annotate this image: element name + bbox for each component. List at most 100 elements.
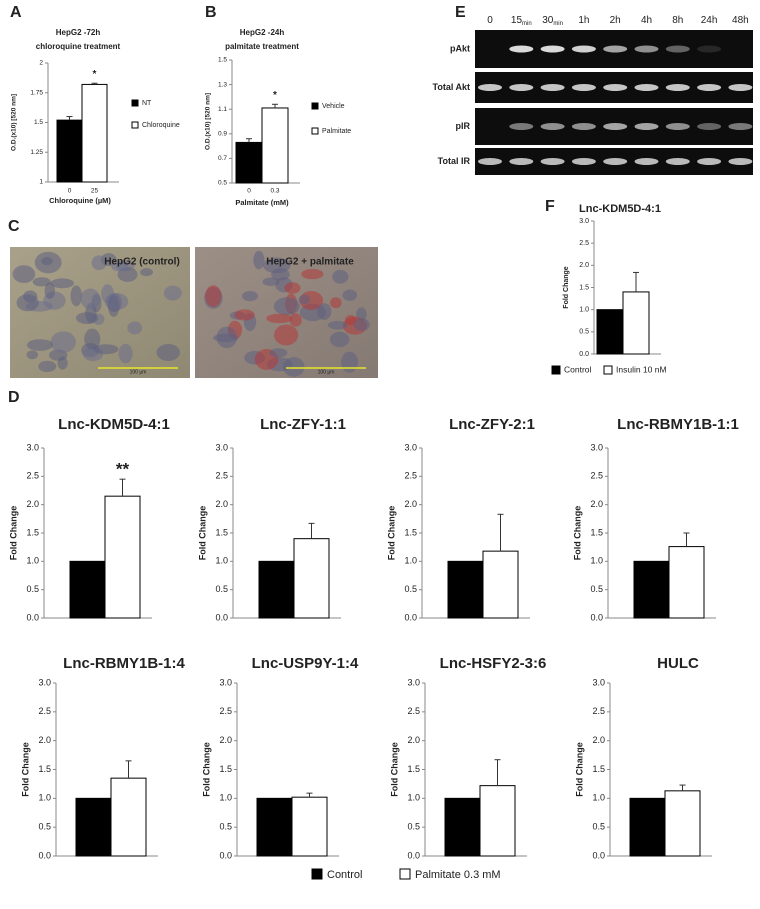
cell [32, 277, 51, 287]
y-tick-label: 2.5 [26, 471, 39, 481]
bar [104, 495, 141, 619]
bar [596, 309, 624, 355]
legend-label: NT [142, 100, 152, 107]
blot-band [540, 123, 565, 130]
y-tick-label: 1.0 [38, 793, 51, 803]
cell [163, 285, 182, 301]
y-tick-label: 3.0 [407, 677, 420, 687]
blot-band [540, 84, 565, 91]
blot-band [728, 84, 753, 91]
x-tick-label: 0 [247, 188, 251, 195]
x-tick-label: 0.3 [270, 188, 279, 195]
blot-band [478, 84, 502, 91]
cell [262, 277, 280, 287]
bar [622, 291, 650, 355]
chart-title: chloroquine treatment [36, 42, 121, 51]
lane-label: 1h [578, 15, 589, 26]
y-tick-label: 0.5 [218, 180, 227, 187]
blot-band [603, 84, 628, 91]
y-tick-label: 1.75 [30, 89, 43, 96]
lane-time: 48h [732, 15, 749, 26]
y-tick-label: 1.5 [38, 764, 51, 774]
blot-band [603, 45, 628, 53]
lane-label: 4h [641, 15, 652, 26]
y-axis-label: Fold Change [20, 742, 30, 797]
blot-band [509, 158, 534, 165]
y-tick-label: 1.5 [404, 527, 417, 537]
cell [332, 269, 349, 284]
scale-label: 100 µm [130, 369, 147, 375]
y-tick-label: 1.3 [218, 81, 227, 88]
y-tick-label: 1.5 [592, 764, 605, 774]
y-tick-label: 2.0 [215, 499, 228, 509]
blot-band [728, 123, 753, 130]
blot-band [571, 123, 596, 130]
bar [664, 790, 701, 857]
lane-time: 15 [511, 15, 523, 26]
cell [234, 309, 255, 321]
blot-band [571, 45, 596, 53]
y-tick-label: 1.0 [26, 556, 39, 566]
cell [107, 295, 120, 317]
cell [80, 288, 101, 310]
y-axis-label: Fold Change [386, 506, 396, 561]
legend-swatch [131, 99, 139, 107]
bar [482, 550, 519, 619]
blot-row-label: pAkt [450, 43, 470, 53]
cell [330, 297, 342, 309]
y-tick-label: 0.9 [218, 131, 227, 138]
bar [69, 560, 106, 619]
y-tick-label: 1.5 [26, 527, 39, 537]
micrograph-label: HepG2 (control) [104, 257, 180, 268]
y-tick-label: 3.0 [215, 442, 228, 452]
y-axis-label: Fold Change [197, 506, 207, 561]
blot-band [603, 123, 628, 130]
cell [273, 297, 300, 316]
y-tick-label: 0.5 [592, 822, 605, 832]
lane-time: 2h [610, 15, 621, 26]
y-tick-label: 0.5 [579, 329, 589, 336]
y-tick-label: 2.0 [590, 499, 603, 509]
legend-swatch [311, 102, 319, 110]
y-tick-label: 0.0 [26, 612, 39, 622]
cell [205, 285, 222, 307]
y-tick-label: 0.0 [219, 850, 232, 860]
cell [70, 285, 82, 307]
lane-label: 8h [672, 15, 683, 26]
y-tick-label: 0.5 [26, 584, 39, 594]
bar [629, 797, 666, 857]
cell [329, 331, 350, 348]
micrograph-label: HepG2 + palmitate [266, 257, 354, 268]
blot-band [540, 45, 565, 53]
y-tick-label: 1.0 [215, 556, 228, 566]
lane-label: 24h [701, 15, 718, 26]
cell [269, 348, 288, 358]
blot-band [540, 158, 565, 165]
cell [327, 320, 348, 330]
cell [289, 313, 302, 327]
blot-band [665, 84, 690, 91]
y-tick-label: 1.5 [579, 284, 589, 291]
y-tick-label: 3.0 [592, 677, 605, 687]
lane-time: 1h [578, 15, 589, 26]
blot-band [571, 84, 596, 91]
cell [50, 331, 76, 353]
y-tick-label: 2.0 [592, 735, 605, 745]
lane-time: 24h [701, 15, 718, 26]
lane-label: 2h [610, 15, 621, 26]
y-axis-label: O.D.(x10) [520 nm] [205, 93, 212, 150]
x-tick-label: 25 [91, 188, 99, 195]
y-tick-label: 0.5 [38, 822, 51, 832]
legend-label: Palmitate 0.3 mM [415, 869, 501, 881]
blot-band [665, 45, 690, 53]
blot-band [603, 158, 628, 165]
legend-label: Control [564, 364, 592, 374]
blot-band [634, 123, 659, 130]
blot-band [728, 158, 753, 165]
y-tick-label: 3.0 [590, 442, 603, 452]
lane-time: 8h [672, 15, 683, 26]
panel-letter: C [8, 218, 20, 235]
y-tick-label: 2.0 [579, 262, 589, 269]
blot-band [697, 45, 722, 53]
legend-swatch [551, 365, 561, 375]
